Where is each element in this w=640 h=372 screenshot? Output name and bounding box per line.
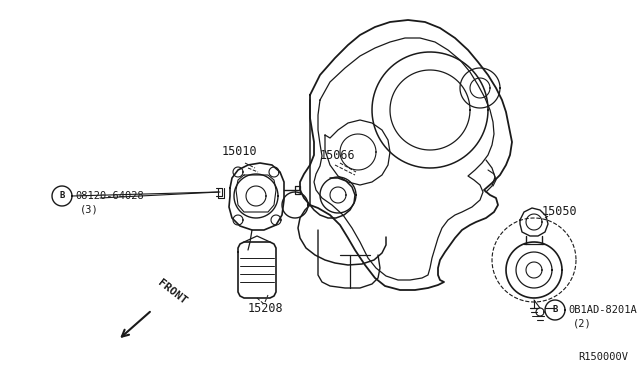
Text: R150000V: R150000V xyxy=(578,352,628,362)
Text: 15010: 15010 xyxy=(222,145,258,158)
Text: 0B1AD-8201A: 0B1AD-8201A xyxy=(568,305,637,315)
Text: 15208: 15208 xyxy=(248,302,284,315)
Text: B: B xyxy=(60,192,65,201)
Text: (3): (3) xyxy=(80,205,99,215)
Text: B: B xyxy=(552,305,557,314)
Text: FRONT: FRONT xyxy=(156,278,189,306)
Text: 15050: 15050 xyxy=(542,205,578,218)
Text: 08120-64028: 08120-64028 xyxy=(75,191,144,201)
Text: 15066: 15066 xyxy=(320,149,356,162)
Text: (2): (2) xyxy=(573,319,592,329)
